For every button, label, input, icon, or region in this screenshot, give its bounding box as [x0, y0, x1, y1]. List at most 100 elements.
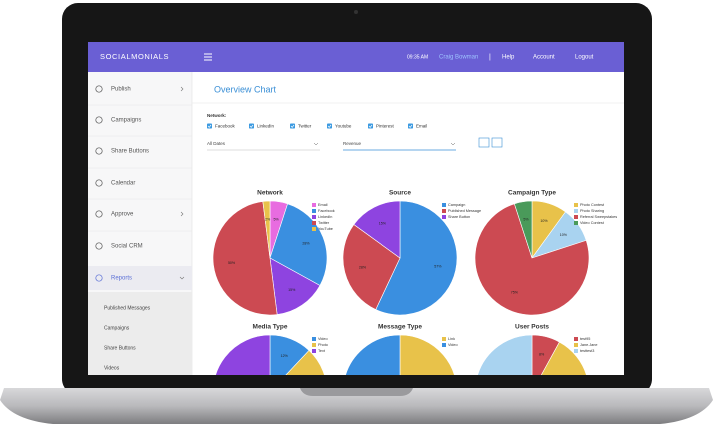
legend-label: Video [318, 337, 328, 341]
logo: SOCIALMONIALS [100, 52, 169, 61]
submenu-bg [88, 292, 192, 375]
chart-title: Network [257, 190, 283, 197]
top-bar [88, 42, 624, 72]
slice-label: 10% [560, 233, 568, 237]
menu-icon [95, 147, 103, 155]
legend-swatch [312, 221, 316, 225]
pie-slice [345, 334, 401, 375]
legend-label: Campaign [448, 203, 465, 207]
legend-label: testtest3 [580, 349, 594, 353]
date-select[interactable]: All Dates [207, 141, 226, 146]
slice-label: 8% [539, 352, 545, 356]
pie-slice [474, 203, 590, 316]
sidebar-item[interactable]: Calendar [111, 181, 135, 187]
checkbox[interactable] [408, 123, 413, 129]
legend-label: Share Button [448, 215, 470, 219]
legend-label: Photo [318, 343, 328, 347]
legend-swatch [442, 343, 446, 347]
pie-slice [262, 200, 271, 259]
legend-swatch [574, 349, 578, 353]
sidebar-item[interactable]: Approve [111, 212, 134, 218]
submenu-item[interactable]: Videos [104, 365, 120, 371]
pie-slice [215, 334, 271, 375]
check-tick [290, 124, 295, 128]
base-notch [300, 388, 413, 396]
legend-label: Video Contest [580, 221, 605, 225]
menu-icon [95, 85, 103, 93]
chevron [180, 211, 184, 217]
menu-icon [95, 179, 103, 187]
print-button[interactable] [491, 137, 503, 148]
slice-label: 5% [523, 218, 529, 222]
slice-label: 12% [281, 354, 289, 358]
slice-label: 10% [540, 219, 548, 223]
sidebar-item[interactable]: Social CRM [111, 244, 143, 250]
chart-title: Source [389, 190, 411, 197]
legend-label: Facebook [318, 209, 335, 213]
laptop-base [0, 388, 713, 424]
menu-logout[interactable]: Logout [575, 55, 594, 61]
sidebar-item[interactable]: Share Buttons [111, 149, 149, 155]
legend-swatch [574, 343, 578, 347]
menu-help[interactable]: Help [502, 55, 515, 61]
check-tick [327, 124, 332, 128]
checkbox[interactable] [290, 123, 295, 129]
menu-account[interactable]: Account [533, 55, 555, 61]
submenu-item[interactable]: Share Buttons [104, 345, 136, 351]
checkbox-label: LinkedIn [257, 123, 275, 128]
menu-icon [95, 274, 103, 282]
slice-label: 75% [511, 290, 519, 294]
metric-select[interactable]: Revenue [343, 141, 362, 146]
checkbox-label: Facebook [215, 123, 236, 128]
pie-slice [212, 201, 278, 316]
sidebar-active [88, 266, 192, 290]
checkbox[interactable] [249, 123, 254, 129]
slice-label: 57% [434, 264, 442, 268]
check-tick [207, 124, 212, 128]
legend-label: Video [448, 343, 458, 347]
legend-swatch [312, 215, 316, 219]
filter-label: Network: [207, 113, 227, 118]
chart-title: Campaign Type [508, 190, 556, 197]
chevron [179, 276, 185, 280]
pie-slice [353, 200, 401, 259]
slice-label: 15% [288, 288, 296, 292]
sidebar-item[interactable]: Reports [111, 276, 132, 282]
legend-label: Photo Contest [580, 203, 605, 207]
legend-swatch [312, 203, 316, 207]
chart-title: Message Type [378, 324, 422, 331]
checkbox-label: Youtube [335, 123, 352, 128]
menu-icon [95, 116, 103, 124]
submenu-item[interactable]: Campaigns [104, 325, 130, 331]
submenu-item[interactable]: Published Messages [104, 305, 151, 311]
legend-label: Link [448, 337, 455, 341]
legend-swatch [574, 215, 578, 219]
pie-slice [269, 257, 321, 315]
check-tick [368, 124, 373, 128]
page-title: Overview Chart [214, 84, 277, 94]
legend-label: Twitter [318, 221, 330, 225]
menu-icon[interactable] [204, 53, 212, 61]
legend-swatch [442, 209, 446, 213]
slice-label: 50% [228, 261, 236, 265]
separator: | [489, 54, 491, 61]
legend-label: YouTube [318, 227, 333, 231]
checkbox[interactable] [207, 123, 212, 129]
sidebar-item[interactable]: Campaigns [111, 118, 141, 124]
legend-label: Jane.Jane [580, 343, 598, 347]
checkbox[interactable] [327, 123, 332, 129]
legend-swatch [574, 209, 578, 213]
legend-swatch [574, 203, 578, 207]
user-name[interactable]: Craig Bowman [439, 55, 478, 61]
time: 09:35 AM [407, 54, 428, 60]
sidebar-item[interactable]: Publish [111, 87, 131, 93]
pie-slice [375, 200, 458, 316]
export-button[interactable] [478, 137, 490, 148]
pie-slice [342, 224, 401, 310]
check-tick [249, 124, 254, 128]
legend-swatch [574, 221, 578, 225]
checkbox[interactable] [368, 123, 373, 129]
check-tick [408, 124, 413, 128]
pie-slice [399, 334, 455, 375]
